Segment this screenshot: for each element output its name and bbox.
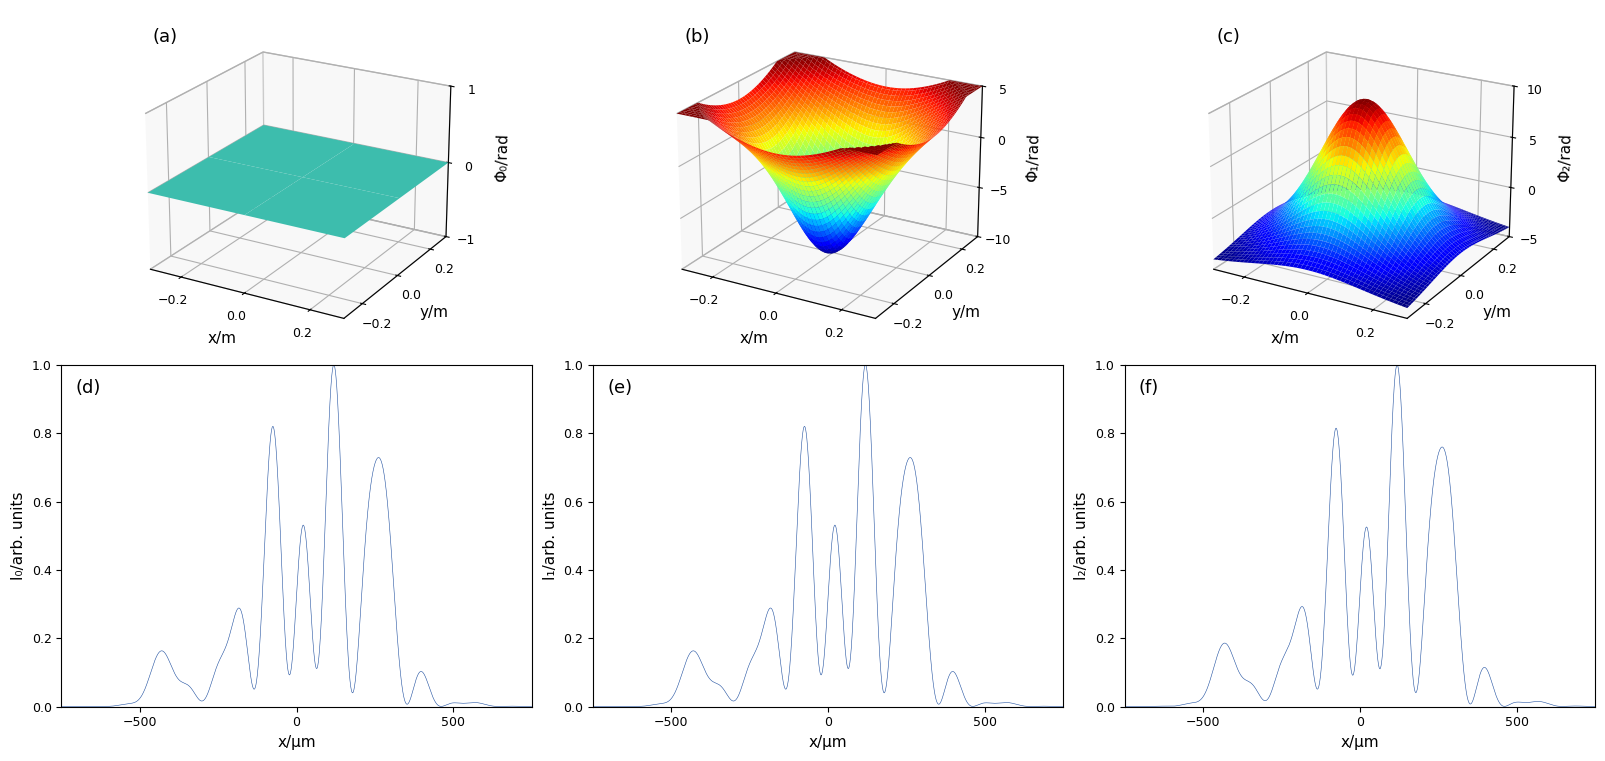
Text: (f): (f) bbox=[1138, 378, 1159, 396]
Y-axis label: I₀/arb. units: I₀/arb. units bbox=[11, 492, 26, 580]
Y-axis label: y/m: y/m bbox=[1481, 305, 1510, 320]
Y-axis label: y/m: y/m bbox=[950, 305, 979, 320]
Text: (e): (e) bbox=[607, 378, 632, 396]
X-axis label: x/μm: x/μm bbox=[1340, 735, 1379, 750]
X-axis label: x/m: x/m bbox=[1270, 331, 1298, 346]
X-axis label: x/μm: x/μm bbox=[278, 735, 316, 750]
X-axis label: x/m: x/m bbox=[207, 331, 236, 346]
X-axis label: x/μm: x/μm bbox=[809, 735, 847, 750]
Text: (b): (b) bbox=[684, 28, 709, 46]
Text: (d): (d) bbox=[75, 378, 101, 396]
Text: (c): (c) bbox=[1215, 28, 1239, 46]
Y-axis label: I₁/arb. units: I₁/arb. units bbox=[542, 492, 557, 580]
X-axis label: x/m: x/m bbox=[738, 331, 767, 346]
Y-axis label: y/m: y/m bbox=[419, 305, 448, 320]
Y-axis label: I₂/arb. units: I₂/arb. units bbox=[1074, 492, 1088, 580]
Text: (a): (a) bbox=[152, 28, 178, 46]
